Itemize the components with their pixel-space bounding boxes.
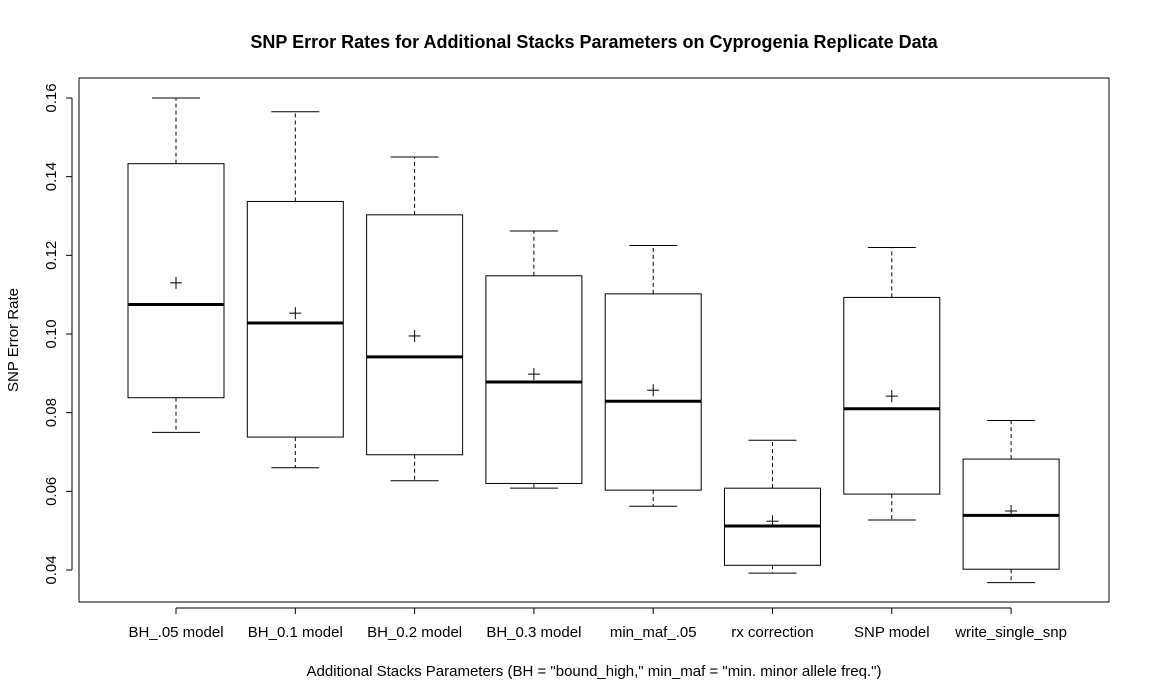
- box-group: [127, 97, 225, 433]
- y-tick-label: 0.14: [43, 162, 60, 191]
- box-group: [843, 246, 941, 521]
- chart-title: SNP Error Rates for Additional Stacks Pa…: [250, 32, 938, 52]
- x-axis: BH_.05 model BH_0.1 model BH_0.2 model BH_0…: [128, 607, 1067, 641]
- x-tick-label: SNP model: [854, 624, 930, 641]
- y-tick-label: 0.16: [43, 83, 60, 112]
- x-tick-label: write_single_snp: [954, 624, 1067, 641]
- box-group: [724, 439, 821, 574]
- plot-frame: [78, 77, 1110, 603]
- x-tick-label: BH_0.3 model: [486, 624, 581, 641]
- box-group: [246, 111, 344, 469]
- x-tick-label: BH_.05 model: [128, 624, 223, 641]
- x-tick-label: rx correction: [731, 624, 814, 641]
- mean-marker: [885, 390, 898, 403]
- y-tick-label: 0.08: [43, 398, 60, 427]
- mean-marker: [170, 276, 182, 289]
- y-tick-label: 0.12: [43, 241, 60, 270]
- mean-marker: [527, 368, 540, 381]
- mean-marker: [766, 515, 779, 528]
- y-tick-label: 0.10: [43, 319, 60, 348]
- y-tick-label: 0.06: [43, 477, 60, 506]
- box-group: [604, 245, 702, 507]
- mean-marker: [408, 329, 421, 342]
- box-series: [127, 97, 1060, 584]
- box-group: [366, 156, 464, 482]
- y-axis: 0.04 0.06 0.08 0.10 0.12 0.14 0.16: [43, 83, 73, 585]
- x-tick-label: BH_0.1 model: [248, 624, 343, 641]
- y-tick-label: 0.04: [43, 555, 60, 584]
- y-axis-label: SNP Error Rate: [5, 288, 22, 392]
- mean-marker: [1005, 505, 1018, 517]
- x-tick-label: min_maf_.05: [610, 624, 697, 641]
- x-tick-label: BH_0.2 model: [367, 624, 462, 641]
- mean-marker: [647, 384, 660, 397]
- x-axis-label: Additional Stacks Parameters (BH = "boun…: [307, 663, 882, 680]
- box-group: [962, 420, 1060, 584]
- box-group: [485, 230, 583, 489]
- mean-marker: [289, 307, 302, 320]
- box-iqr: [246, 200, 344, 438]
